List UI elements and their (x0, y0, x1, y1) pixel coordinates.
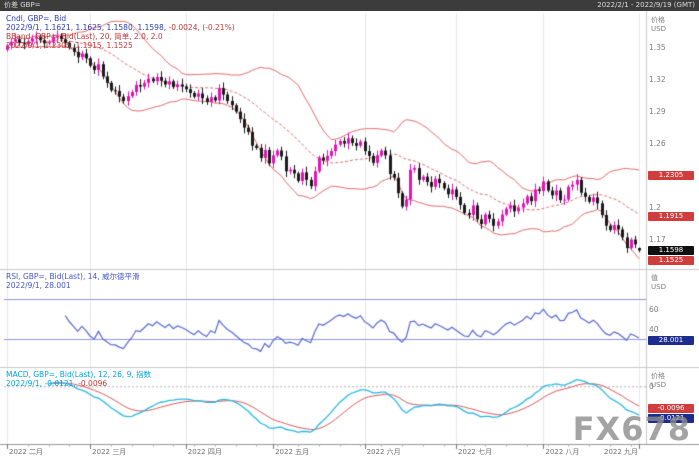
price-axis-currency: USD (651, 24, 666, 33)
rsi-axis-currency: USD (651, 282, 666, 291)
price-axis-header: 价格 USD (651, 16, 666, 33)
macd-axis-header: 价格 USD (651, 372, 666, 389)
watermark: FX678 (572, 410, 691, 448)
candle-series-label: Cndl, GBP=, Bid (6, 14, 67, 23)
main-chart-legend: Cndl, GBP=, Bid 2022/9/1, 1.1621, 1.1625… (6, 14, 235, 50)
candle-change-values: -0.0024, (-0.21%) (168, 23, 235, 32)
candle-ohlc-values: 2022/9/1, 1.1621, 1.1625, 1.1580, 1.1598… (6, 23, 167, 32)
bband-values: 2022/9/1, 1.2305, 1.1915, 1.1525 (6, 41, 133, 50)
macd-value: 2022/9/1, -0.0121, (6, 379, 76, 388)
macd-series-label: MACD, GBP=, Bid(Last), 12, 26, 9, 指数 (6, 370, 152, 379)
price-axis-title: 价格 (651, 16, 665, 24)
bband-series-label: BBand, GBP=, Bid(Last), 20, 简单, 2.0, 2.0 (6, 32, 163, 41)
rsi-axis-title: 值 (651, 274, 658, 282)
top-bar: 价差 GBP= 2022/2/1 - 2022/9/19 (GMT) (0, 0, 699, 11)
macd-axis-title: 价格 (651, 372, 665, 380)
rsi-legend: RSI, GBP=, Bid(Last), 14, 威尔德平滑 2022/9/1… (6, 272, 140, 290)
macd-legend: MACD, GBP=, Bid(Last), 12, 26, 9, 指数 202… (6, 370, 151, 388)
rsi-value: 2022/9/1, 28.001 (6, 281, 71, 290)
macd-axis-currency: USD (651, 380, 666, 389)
date-range-label: 2022/2/1 - 2022/9/19 (GMT) (597, 1, 695, 9)
rsi-axis-header: 值 USD (651, 274, 666, 291)
instrument-label: 价差 GBP= (4, 1, 41, 9)
macd-signal-value: -0.0096 (78, 379, 108, 388)
rsi-series-label: RSI, GBP=, Bid(Last), 14, 威尔德平滑 (6, 272, 140, 281)
